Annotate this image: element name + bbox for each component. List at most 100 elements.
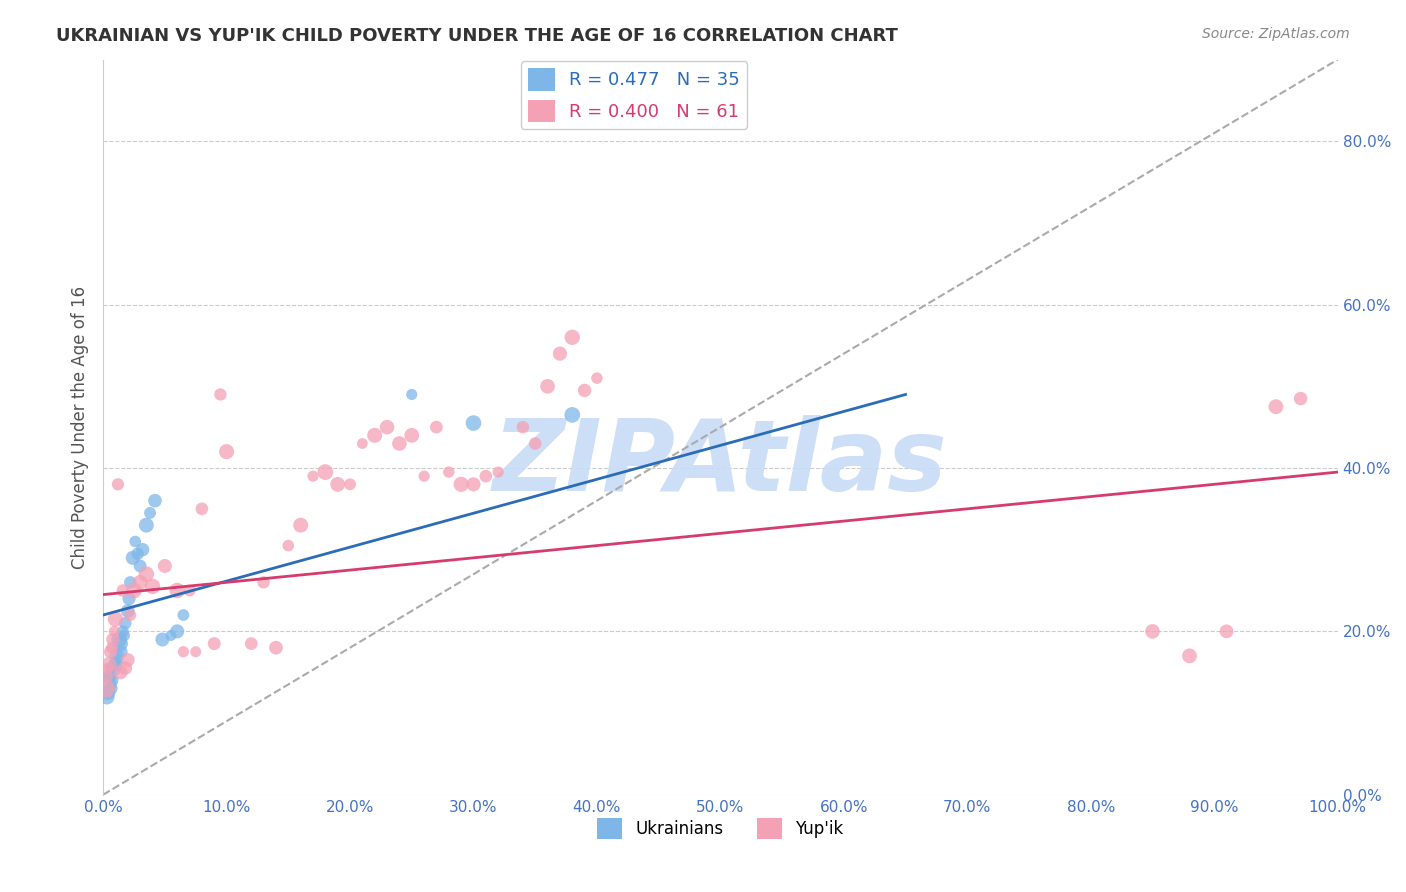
Point <box>264 640 287 655</box>
Point <box>97 685 120 699</box>
Point <box>122 583 145 598</box>
Point <box>512 420 534 434</box>
Point <box>114 616 136 631</box>
Legend: Ukrainians, Yup'ik: Ukrainians, Yup'ik <box>591 812 851 846</box>
Point <box>401 387 423 401</box>
Point <box>202 637 225 651</box>
Point <box>111 583 134 598</box>
Point <box>96 690 118 704</box>
Point <box>100 640 122 655</box>
Point <box>150 632 173 647</box>
Point <box>339 477 361 491</box>
Point <box>101 673 124 688</box>
Point <box>160 628 183 642</box>
Point <box>586 371 609 385</box>
Point <box>184 645 207 659</box>
Point <box>463 416 485 430</box>
Point <box>413 469 436 483</box>
Point <box>103 624 125 639</box>
Point <box>1264 400 1286 414</box>
Point <box>209 387 232 401</box>
Point <box>437 465 460 479</box>
Point <box>450 477 472 491</box>
Point <box>141 579 163 593</box>
Point <box>486 465 509 479</box>
Point <box>388 436 411 450</box>
Point <box>561 408 583 422</box>
Point <box>463 477 485 491</box>
Point <box>215 444 238 458</box>
Point <box>97 661 120 675</box>
Point <box>277 539 299 553</box>
Point <box>101 632 124 647</box>
Point <box>425 420 447 434</box>
Point <box>120 607 142 622</box>
Point <box>104 612 127 626</box>
Point <box>252 575 274 590</box>
Point <box>110 637 132 651</box>
Point <box>111 624 134 639</box>
Point <box>94 681 117 696</box>
Point <box>191 501 214 516</box>
Point <box>302 469 325 483</box>
Point <box>364 428 387 442</box>
Point <box>114 661 136 675</box>
Point <box>314 465 336 479</box>
Text: ZIPAtlas: ZIPAtlas <box>494 416 948 512</box>
Point <box>112 628 135 642</box>
Point <box>135 518 157 533</box>
Point <box>375 420 398 434</box>
Point <box>104 657 127 671</box>
Point <box>172 645 194 659</box>
Point <box>98 657 121 671</box>
Point <box>118 591 141 606</box>
Point <box>1178 648 1201 663</box>
Point <box>94 677 117 691</box>
Point <box>172 607 194 622</box>
Point <box>117 604 139 618</box>
Point <box>352 436 374 450</box>
Point <box>290 518 312 533</box>
Point <box>117 653 139 667</box>
Point <box>548 346 571 360</box>
Point <box>131 542 153 557</box>
Point <box>110 665 132 680</box>
Point <box>100 645 122 659</box>
Point <box>166 583 188 598</box>
Point <box>143 493 166 508</box>
Point <box>179 583 201 598</box>
Text: UKRAINIAN VS YUP'IK CHILD POVERTY UNDER THE AGE OF 16 CORRELATION CHART: UKRAINIAN VS YUP'IK CHILD POVERTY UNDER … <box>56 27 898 45</box>
Point <box>96 669 118 683</box>
Point <box>401 428 423 442</box>
Point <box>326 477 349 491</box>
Point <box>100 661 122 675</box>
Point <box>100 681 122 696</box>
Point <box>108 632 131 647</box>
Point <box>107 653 129 667</box>
Point <box>107 477 129 491</box>
Point <box>135 567 157 582</box>
Point <box>127 547 149 561</box>
Point <box>121 550 143 565</box>
Point <box>105 648 128 663</box>
Point <box>124 534 146 549</box>
Point <box>1215 624 1237 639</box>
Point <box>1142 624 1164 639</box>
Point <box>1289 392 1312 406</box>
Point <box>98 669 121 683</box>
Point <box>120 575 142 590</box>
Point <box>166 624 188 639</box>
Point <box>536 379 558 393</box>
Point <box>129 575 152 590</box>
Point <box>475 469 498 483</box>
Point <box>103 661 125 675</box>
Point <box>561 330 583 344</box>
Point <box>574 384 596 398</box>
Point <box>524 436 547 450</box>
Text: Source: ZipAtlas.com: Source: ZipAtlas.com <box>1202 27 1350 41</box>
Point <box>153 559 176 574</box>
Point <box>139 506 162 520</box>
Point <box>129 559 152 574</box>
Point <box>240 637 263 651</box>
Point <box>111 645 134 659</box>
